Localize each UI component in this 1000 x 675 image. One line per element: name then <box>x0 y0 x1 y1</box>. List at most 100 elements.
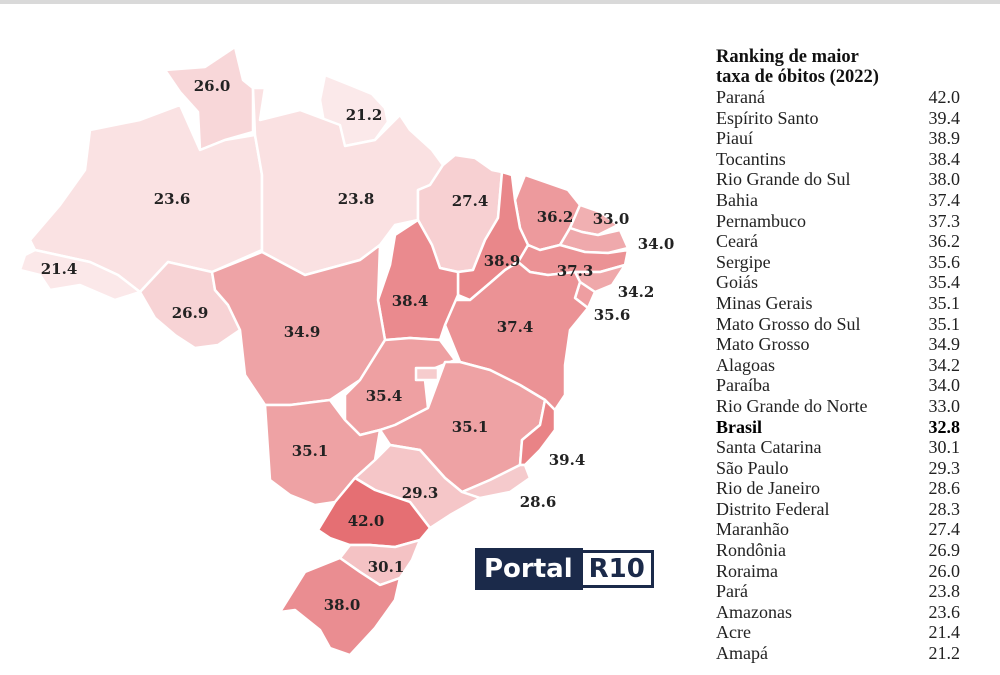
ranking-state-name: Mato Grosso do Sul <box>716 313 861 334</box>
ranking-state-name: Santa Catarina <box>716 437 822 458</box>
ranking-panel: Ranking de maior taxa de óbitos (2022) P… <box>716 47 960 664</box>
ranking-row: Amapá 21.2 <box>716 643 960 664</box>
ranking-state-value: 30.1 <box>928 437 961 458</box>
ranking-row: Minas Gerais 35.1 <box>716 293 960 314</box>
label-ro: 26.9 <box>172 304 209 322</box>
top-divider <box>0 0 1000 4</box>
ranking-state-value: 34.2 <box>928 354 961 375</box>
ranking-state-value: 42.0 <box>928 87 961 107</box>
ranking-state-value: 35.1 <box>928 292 961 313</box>
ranking-state-value: 26.9 <box>928 540 961 561</box>
ranking-state-name: Rondônia <box>716 540 786 561</box>
ranking-state-value: 28.6 <box>928 478 961 499</box>
portal-r10-logo: Portal R10 <box>475 548 654 590</box>
ranking-state-value: 29.3 <box>928 457 961 478</box>
ranking-row: Roraima 26.0 <box>716 561 960 582</box>
ranking-state-value: 39.4 <box>928 107 961 128</box>
label-to: 38.4 <box>392 292 429 310</box>
label-rn: 33.0 <box>593 210 630 228</box>
ranking-row: Paraíba 34.0 <box>716 375 960 396</box>
label-ma: 27.4 <box>452 192 489 210</box>
ranking-state-value: 38.4 <box>928 148 961 169</box>
ranking-state-name: Amapá <box>716 643 768 664</box>
ranking-state-name: Bahia <box>716 189 758 210</box>
ranking-state-value: 26.0 <box>928 560 961 581</box>
label-mg: 35.1 <box>452 418 489 436</box>
label-go: 35.4 <box>366 387 403 405</box>
ranking-row: Maranhão 27.4 <box>716 519 960 540</box>
label-pa: 23.8 <box>338 190 375 208</box>
ranking-state-name: Minas Gerais <box>716 292 813 313</box>
ranking-state-value: 35.1 <box>928 313 961 334</box>
state-rs[interactable] <box>278 556 402 657</box>
ranking-state-name: Brasil <box>716 416 763 437</box>
logo-r10-text: R10 <box>582 550 654 588</box>
ranking-state-name: Goiás <box>716 272 758 293</box>
ranking-state-name: Maranhão <box>716 519 789 540</box>
label-rs: 38.0 <box>324 596 361 614</box>
ranking-state-name: Pernambuco <box>716 210 806 231</box>
ranking-state-value: 33.0 <box>928 395 961 416</box>
ranking-row: Acre 21.4 <box>716 622 960 643</box>
ranking-state-value: 37.3 <box>928 210 961 231</box>
logo-portal-text: Portal <box>475 548 583 590</box>
label-ap: 21.2 <box>346 106 383 124</box>
ranking-row: Pernambuco 37.3 <box>716 211 960 232</box>
label-al: 34.2 <box>618 283 655 301</box>
ranking-row: Rondônia 26.9 <box>716 540 960 561</box>
ranking-state-name: Acre <box>716 622 751 643</box>
ranking-state-name: Piauí <box>716 128 754 149</box>
ranking-row: Tocantins 38.4 <box>716 149 960 170</box>
state-rr[interactable] <box>163 45 255 152</box>
ranking-state-value: 34.0 <box>928 375 961 396</box>
ranking-row: Piauí 38.9 <box>716 128 960 149</box>
state-df[interactable] <box>414 366 440 382</box>
ranking-state-value: 34.9 <box>928 334 961 355</box>
ranking-state-value: 23.6 <box>928 601 961 622</box>
ranking-state-name: Mato Grosso <box>716 334 810 355</box>
ranking-row: Bahia 37.4 <box>716 190 960 211</box>
ranking-row: São Paulo 29.3 <box>716 458 960 479</box>
state-rj[interactable] <box>460 463 532 500</box>
ranking-state-value: 38.0 <box>928 169 961 190</box>
ranking-state-name: Distrito Federal <box>716 498 830 519</box>
ranking-state-value: 23.8 <box>928 581 961 602</box>
ranking-state-value: 38.9 <box>928 128 961 149</box>
label-sp: 29.3 <box>402 484 439 502</box>
label-ce: 36.2 <box>537 208 574 226</box>
ranking-state-name: Espírito Santo <box>716 107 819 128</box>
ranking-row: Goiás 35.4 <box>716 272 960 293</box>
ranking-state-name: Sergipe <box>716 251 771 272</box>
state-ac[interactable] <box>18 248 142 302</box>
label-pb: 34.0 <box>638 235 675 253</box>
ranking-state-value: 32.8 <box>928 416 961 437</box>
ranking-row: Sergipe 35.6 <box>716 252 960 273</box>
ranking-row: Santa Catarina 30.1 <box>716 437 960 458</box>
label-am: 23.6 <box>154 190 191 208</box>
label-rj: 28.6 <box>520 493 557 511</box>
label-rr: 26.0 <box>194 77 231 95</box>
ranking-state-name: Paraíba <box>716 375 770 396</box>
label-sc: 30.1 <box>368 558 405 576</box>
ranking-state-value: 21.4 <box>928 622 961 643</box>
ranking-state-value: 35.6 <box>928 251 961 272</box>
label-pi: 38.9 <box>484 252 521 270</box>
ranking-state-name: São Paulo <box>716 457 789 478</box>
ranking-title-line-1: Ranking de maior <box>716 47 859 67</box>
ranking-state-name: Rio Grande do Norte <box>716 395 868 416</box>
ranking-state-name: Pará <box>716 581 748 602</box>
ranking-row: Amazonas 23.6 <box>716 602 960 623</box>
ranking-row: Paraná 42.0 <box>716 87 960 108</box>
ranking-state-name: Amazonas <box>716 601 792 622</box>
ranking-row: Ceará 36.2 <box>716 231 960 252</box>
ranking-list: Paraná 42.0 Espírito Santo 39.4 Piauí 38.9 Toc… <box>716 87 960 664</box>
ranking-state-name: Rio de Janeiro <box>716 478 820 499</box>
label-pr: 42.0 <box>348 512 385 530</box>
ranking-state-name: Ceará <box>716 231 758 252</box>
label-ba: 37.4 <box>497 318 534 336</box>
ranking-row: Distrito Federal 28.3 <box>716 499 960 520</box>
state-mt[interactable] <box>210 243 387 407</box>
ranking-state-name: Alagoas <box>716 354 775 375</box>
label-es: 39.4 <box>549 451 586 469</box>
ranking-state-name: Roraima <box>716 560 778 581</box>
